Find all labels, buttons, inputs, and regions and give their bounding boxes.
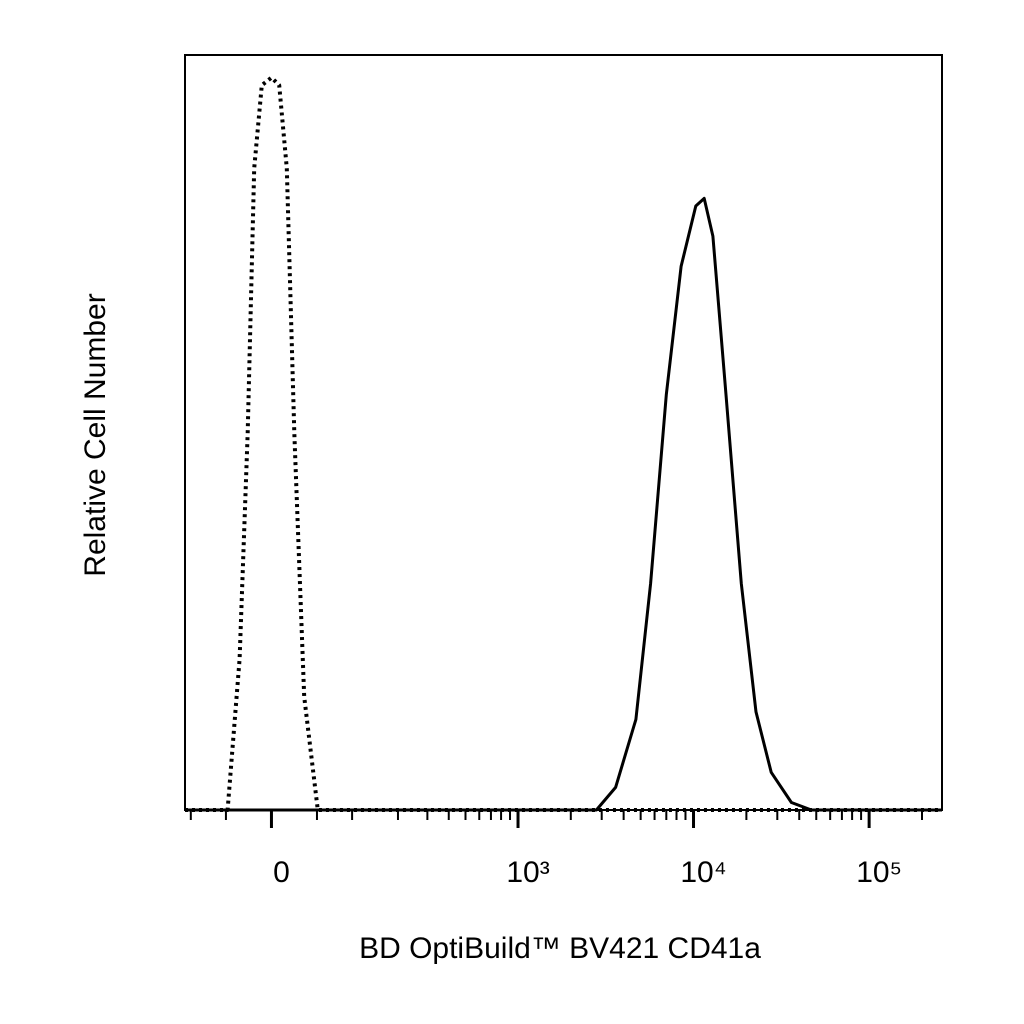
y-axis-label: Relative Cell Number (79, 293, 112, 576)
x-tick-label: 10⁵ (856, 856, 902, 889)
histogram-line (185, 75, 942, 812)
x-tick-label: 10⁴ (680, 856, 726, 889)
x-tick-label: 0 (273, 856, 290, 889)
x-tick-label: 10³ (506, 856, 549, 889)
histogram-line (185, 196, 942, 812)
x-axis-label: BD OptiBuild™ BV421 CD41a (359, 932, 761, 965)
plot-frame (184, 54, 943, 811)
